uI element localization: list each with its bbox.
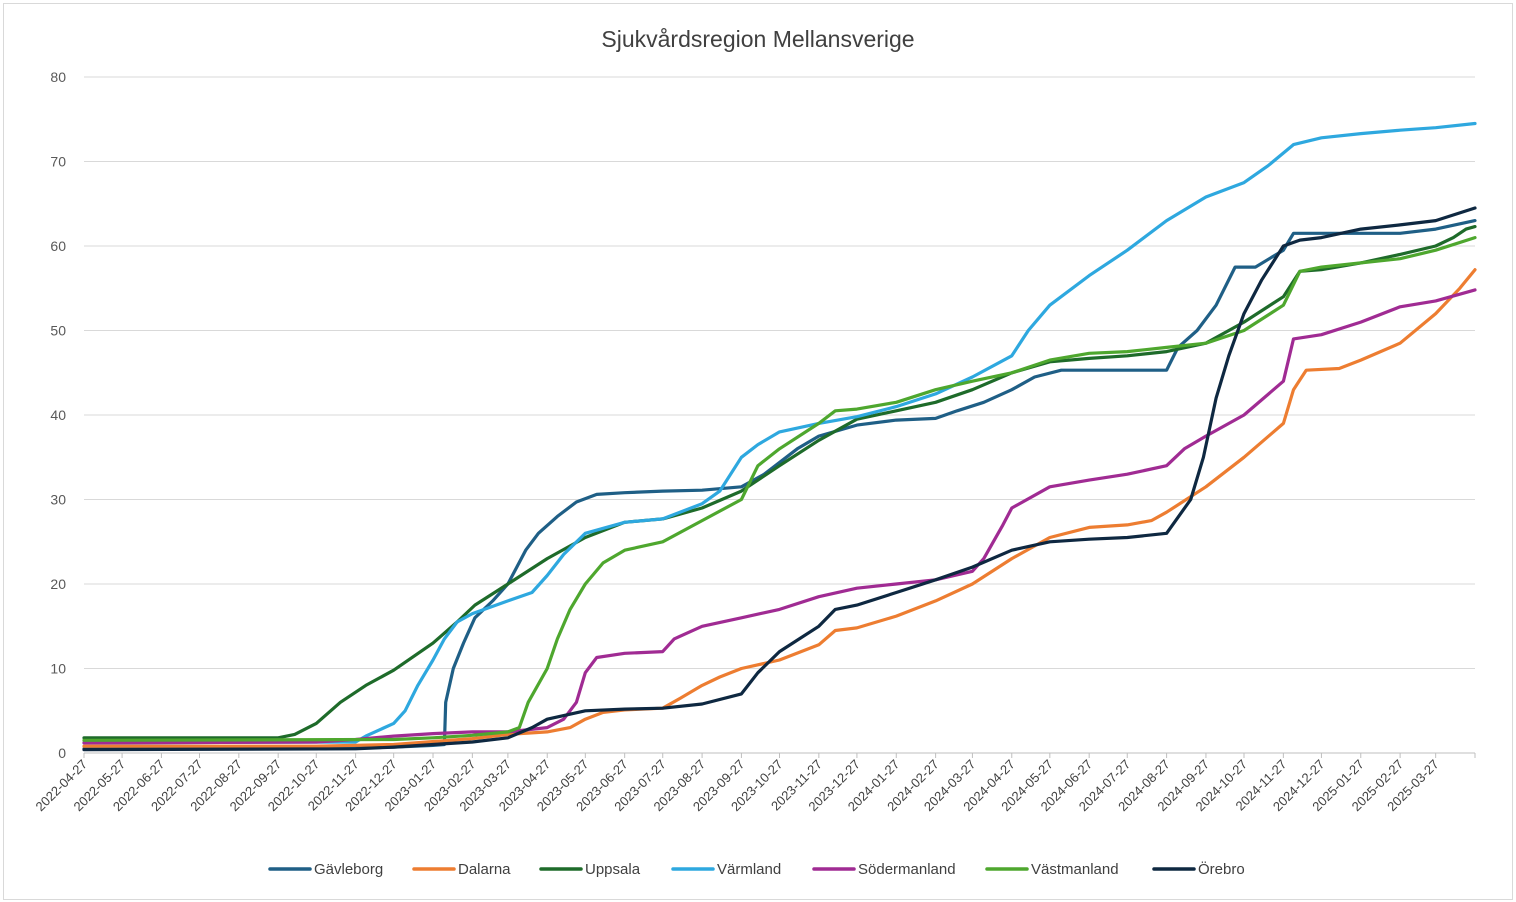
y-tick-label: 60 [50,238,66,254]
chart-title: Sjukvårdsregion Mellansverige [601,26,914,52]
y-tick-label: 50 [50,323,66,339]
y-axis-ticks: 0 10 20 30 40 50 60 70 80 [50,69,66,761]
legend-label: Uppsala [585,861,641,878]
gridlines [84,76,1475,754]
series-line-värmland [82,121,1477,745]
legend-label: Västmanland [1031,861,1119,878]
y-tick-label: 70 [50,154,66,170]
y-tick-label: 40 [50,407,66,423]
y-tick-label: 20 [50,576,66,592]
series-line-västmanland [82,236,1477,742]
series-line-gävleborg [82,219,1477,751]
legend: Gävleborg Dalarna Uppsala Värmland Södermanl… [268,860,1245,878]
series-line-dalarna [82,268,1477,748]
series-lines [82,121,1477,752]
legend-label: Dalarna [458,861,511,878]
series-line-örebro [82,206,1477,752]
series-line-södermanland [82,288,1477,745]
legend-label: Värmland [717,861,781,878]
legend-label: Örebro [1198,860,1245,878]
legend-label: Södermanland [858,861,956,878]
chart-frame: Sjukvårdsregion Mellansverige 0 10 20 30 40 5… [3,3,1513,900]
x-axis-ticks: 2022-04-272022-05-272022-06-272022-07-27… [32,753,1476,814]
line-chart: Sjukvårdsregion Mellansverige 0 10 20 30 40 5… [32,26,1477,878]
y-tick-label: 30 [50,492,66,508]
series-line-uppsala [82,225,1477,740]
y-tick-label: 0 [58,745,66,761]
y-tick-label: 10 [50,661,66,677]
legend-label: Gävleborg [314,861,383,878]
y-tick-label: 80 [50,69,66,85]
